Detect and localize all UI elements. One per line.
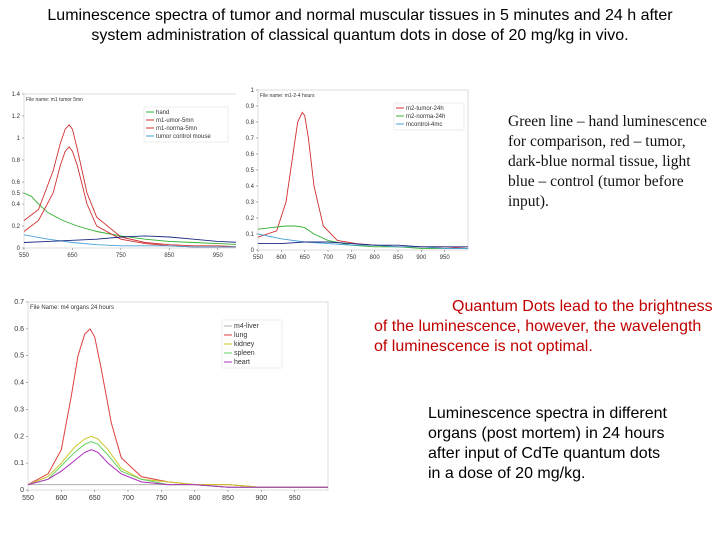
y-tick-label: 0.1 (246, 232, 255, 238)
note-quantum-dots: Quantum Dots lead to the brightness of t… (374, 298, 713, 355)
legend-entry: m1-umor-5mn (156, 118, 194, 124)
x-tick-label: 700 (122, 495, 134, 502)
y-tick-label: 1.4 (12, 92, 21, 98)
x-tick-label: 700 (323, 255, 334, 261)
y-tick-label: 1 (17, 136, 21, 142)
y-tick-label: 0.6 (12, 180, 21, 186)
y-tick-label: 0.2 (14, 433, 24, 440)
chart-tumor-5min-svg: File name: m1 tumor 5mn 0 0.2 0.4 0.5 0.6 0.8 1… (12, 92, 243, 259)
y-tick-label: 0.7 (246, 136, 255, 142)
y-tick-label: 0.3 (14, 406, 24, 413)
x-tick-label: 850 (222, 495, 234, 502)
x-tick-label: 600 (276, 255, 287, 261)
series-line-heart (27, 449, 328, 488)
x-tick-label: 750 (346, 255, 357, 261)
series-line-unnamed-3 (258, 241, 468, 248)
y-tick-label: 1.2 (12, 114, 21, 120)
legend-entry: m1-norma-5mn (156, 126, 197, 132)
y-tick-label: 0.8 (12, 158, 21, 164)
legend-entry: mcontrol-4mc (406, 122, 442, 128)
x-tick-label: 850 (393, 255, 404, 261)
series-line-hand (23, 192, 243, 246)
chart-tumor-5min: File name: m1 tumor 5mn 0 0.2 0.4 0.5 0.6 0.8 1… (6, 86, 246, 264)
x-tick-label: 950 (213, 253, 224, 259)
y-tick-label: 0.2 (246, 216, 255, 222)
x-tick-label: 750 (116, 253, 127, 259)
x-tick-label: 950 (289, 495, 301, 502)
note-organs-spectra: Luminescence spectra in different organs… (428, 405, 667, 482)
series-line-unnamed-4 (23, 235, 243, 243)
series-line-mcontrol-4mc (257, 233, 468, 249)
x-tick-label: 750 (155, 495, 167, 502)
legend-entry: spleen (234, 350, 255, 357)
x-tick-label: 800 (370, 255, 381, 261)
chart-organs-24h: File Name: m4 organs 24 hours 0 0.1 0.2 0.3 0… (6, 292, 336, 510)
file-label: File name: m1-2-4 hours (260, 93, 315, 99)
y-tick-label: 0.1 (14, 460, 24, 467)
legend-entry: hand (156, 110, 169, 116)
x-tick-label: 650 (300, 255, 311, 261)
legend-entry: m4-liver (234, 323, 260, 330)
y-tick-label: 0.4 (14, 380, 24, 387)
y-tick-label: 0.6 (246, 152, 255, 158)
y-tick-label: 0.5 (14, 353, 24, 360)
slide-title: Luminescence spectra of tumor and normal… (47, 7, 673, 44)
x-tick-label: 850 (164, 253, 175, 259)
series-line-m1-umor-5mn (23, 124, 243, 248)
x-tick-label: 550 (19, 253, 30, 259)
y-tick-label: 1 (251, 88, 255, 94)
legend-entry: heart (234, 359, 250, 366)
y-tick-label: 0 (251, 248, 255, 254)
y-tick-label: 0 (17, 246, 21, 252)
x-tick-label: 950 (440, 255, 451, 261)
x-tick-label: 650 (67, 253, 78, 259)
x-tick-label: 900 (255, 495, 267, 502)
note-legend-description: Green line – hand luminescence for compa… (508, 113, 707, 210)
y-tick-label: 0.2 (12, 224, 21, 230)
x-tick-label: 900 (416, 255, 427, 261)
chart-tumor-24h-svg: File name: m1-2-4 hours 0 0.1 0.2 0.3 0.4 0.5 0… (246, 88, 469, 261)
y-tick-label: 0.5 (12, 191, 21, 197)
y-tick-label: 0.3 (246, 200, 255, 206)
chart-tumor-24h: File name: m1-2-4 hours 0 0.1 0.2 0.3 0.4 0.5 0… (236, 82, 474, 264)
y-tick-label: 0.5 (246, 168, 255, 174)
y-tick-label: 0.4 (246, 184, 255, 190)
legend-entry: m2-tumor-24h (406, 106, 444, 112)
x-tick-label: 800 (189, 495, 201, 502)
y-tick-label: 0.7 (14, 299, 24, 306)
legend-entry: kidney (234, 341, 255, 348)
y-tick-label: 0 (20, 487, 24, 494)
chart-organs-24h-svg: File Name: m4 organs 24 hours 0 0.1 0.2 0.3 0… (14, 299, 329, 502)
series-line-kidney (27, 435, 328, 488)
x-tick-label: 550 (22, 495, 34, 502)
file-label: File name: m1 tumor 5mn (26, 97, 83, 103)
file-label: File Name: m4 organs 24 hours (30, 305, 114, 311)
x-tick-label: 550 (253, 255, 264, 261)
y-tick-label: 0.8 (246, 120, 255, 126)
legend-entry: tumor control mouse (156, 134, 211, 140)
x-tick-label: 650 (89, 495, 101, 502)
legend-box (143, 106, 229, 143)
series-line-m2-norma-24h (257, 225, 468, 249)
y-tick-label: 0.6 (14, 326, 24, 333)
x-tick-label: 600 (55, 495, 67, 502)
legend-entry: m2-norma-24h (406, 114, 445, 120)
y-tick-label: 0.9 (246, 104, 255, 110)
legend-entry: lung (234, 332, 247, 339)
y-tick-label: 0.4 (12, 202, 21, 208)
legend-box (393, 102, 465, 131)
